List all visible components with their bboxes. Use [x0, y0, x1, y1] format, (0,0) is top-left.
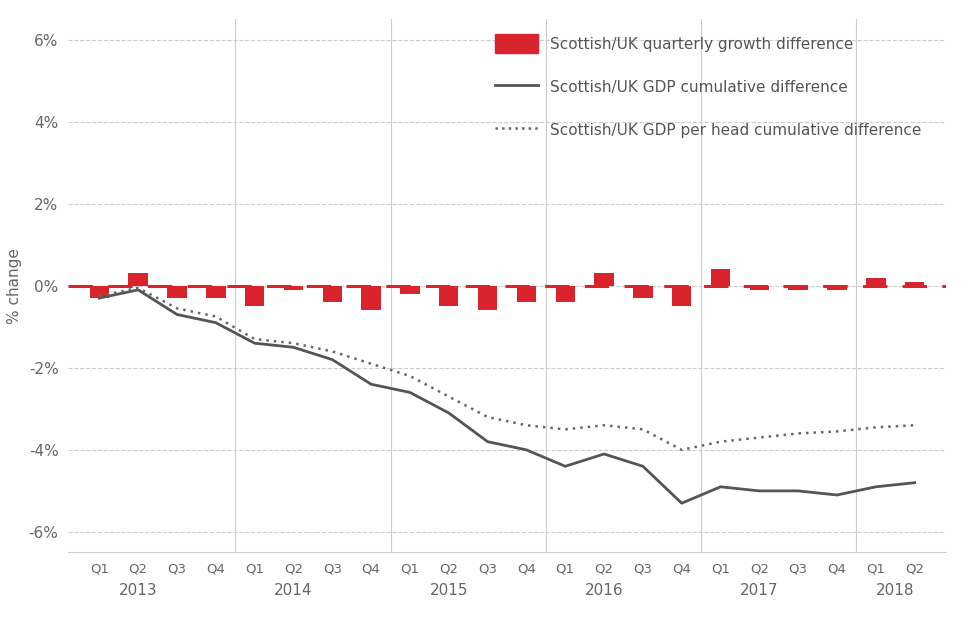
- Bar: [362, 286, 381, 311]
- Text: 2016: 2016: [585, 583, 623, 598]
- Bar: [672, 286, 691, 306]
- Bar: [206, 286, 225, 298]
- Bar: [595, 274, 614, 286]
- Bar: [866, 277, 885, 286]
- Bar: [129, 274, 148, 286]
- Text: 2015: 2015: [430, 583, 468, 598]
- Text: 2014: 2014: [274, 583, 313, 598]
- Bar: [439, 286, 458, 306]
- Bar: [284, 286, 303, 290]
- Bar: [556, 286, 575, 302]
- Bar: [905, 282, 924, 286]
- Bar: [633, 286, 652, 298]
- Bar: [400, 286, 419, 294]
- Bar: [828, 286, 846, 290]
- Bar: [323, 286, 342, 302]
- Bar: [245, 286, 264, 306]
- Y-axis label: % change: % change: [7, 248, 21, 324]
- Legend: Scottish/UK quarterly growth difference, Scottish/UK GDP cumulative difference, : Scottish/UK quarterly growth difference,…: [488, 27, 929, 147]
- Bar: [789, 286, 808, 290]
- Text: 2013: 2013: [119, 583, 157, 598]
- Text: 2017: 2017: [740, 583, 779, 598]
- Bar: [517, 286, 536, 302]
- Bar: [168, 286, 186, 298]
- Bar: [750, 286, 769, 290]
- Bar: [478, 286, 497, 311]
- Bar: [711, 269, 730, 286]
- Text: 2018: 2018: [876, 583, 915, 598]
- Bar: [90, 286, 109, 298]
